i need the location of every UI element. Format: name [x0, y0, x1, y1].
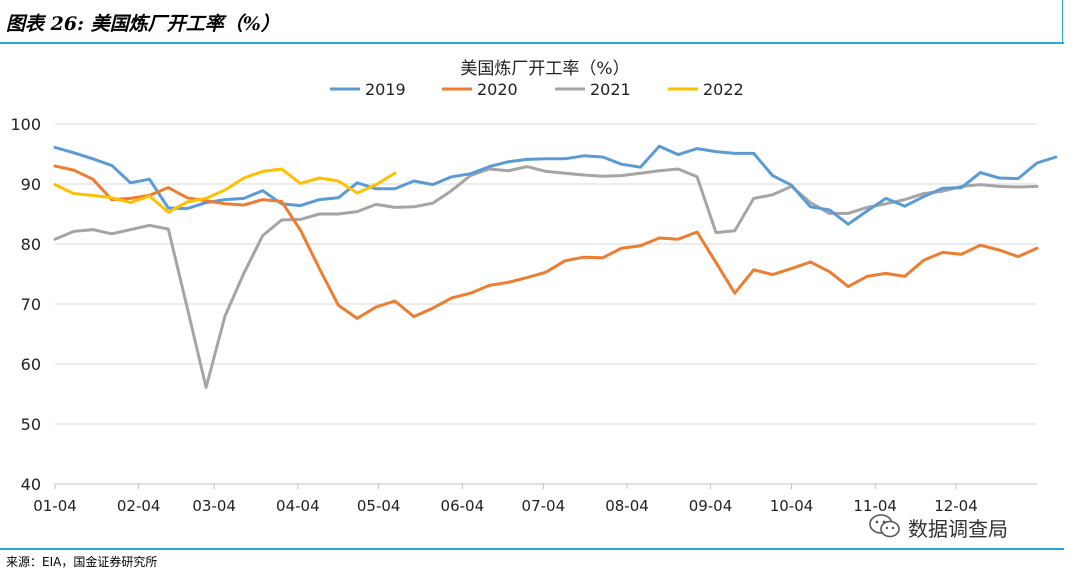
x-tick-label: 03-04 — [192, 497, 236, 515]
x-tick-label: 01-04 — [33, 497, 77, 515]
top-rule — [0, 42, 1064, 44]
x-tick-label: 12-04 — [934, 497, 978, 515]
figure-title: 图表 26: 美国炼厂开工率（%） — [6, 9, 280, 36]
x-tick-label: 07-04 — [522, 497, 566, 515]
x-axis: 01-04 02-04 03-04 04-04 05-04 06-04 07-04 08-04… — [33, 483, 1037, 515]
watermark-text: 数据调查局 — [908, 517, 1008, 541]
source-note: 来源：EIA，国金证券研究所 — [6, 555, 158, 569]
x-tick-label: 11-04 — [853, 497, 897, 515]
y-tick-label: 90 — [21, 175, 41, 194]
legend-label-2020: 2020 — [477, 80, 518, 99]
x-tick-label: 04-04 — [276, 497, 320, 515]
series-line-2019 — [53, 144, 1058, 226]
y-tick-label: 100 — [10, 115, 41, 134]
wechat-icon — [869, 514, 900, 538]
series-line-2020 — [53, 164, 1039, 320]
y-tick-label: 50 — [21, 415, 41, 434]
x-tick-label: 02-04 — [117, 497, 161, 515]
y-axis: 40 50 60 70 80 90 100 — [10, 115, 41, 494]
line-chart: 美国炼厂开工率（%） 2019 2020 2021 2022 40 50 60 70 80 90… — [10, 59, 1058, 515]
y-tick-label: 70 — [21, 295, 41, 314]
figure-title-text: 美国炼厂开工率（%） — [90, 13, 280, 35]
grid-lines — [55, 123, 1037, 425]
chart-area: 美国炼厂开工率（%） 2019 2020 2021 2022 40 50 60 70 80 90… — [0, 44, 1080, 548]
series-line-2022 — [53, 167, 397, 214]
x-tick-label: 05-04 — [357, 497, 401, 515]
x-tick-label: 06-04 — [441, 497, 485, 515]
y-tick-label: 60 — [21, 355, 41, 374]
bottom-rule — [0, 548, 1064, 550]
figure-label: 图表 26: — [6, 13, 85, 35]
legend-label-2019: 2019 — [365, 80, 406, 99]
legend-label-2021: 2021 — [590, 80, 631, 99]
chart-title: 美国炼厂开工率（%） — [460, 59, 629, 79]
chart-legend: 2019 2020 2021 2022 — [330, 80, 744, 99]
series-lines — [53, 144, 1058, 389]
legend-label-2022: 2022 — [703, 80, 744, 99]
x-tick-label: 10-04 — [770, 497, 814, 515]
y-tick-label: 40 — [21, 475, 41, 494]
figure-header: 图表 26: 美国炼厂开工率（%） — [0, 0, 1080, 44]
y-tick-label: 80 — [21, 235, 41, 254]
x-tick-label: 09-04 — [689, 497, 733, 515]
side-rule — [1062, 0, 1063, 44]
watermark: 数据调查局 — [868, 511, 1058, 541]
x-tick-label: 08-04 — [605, 497, 649, 515]
